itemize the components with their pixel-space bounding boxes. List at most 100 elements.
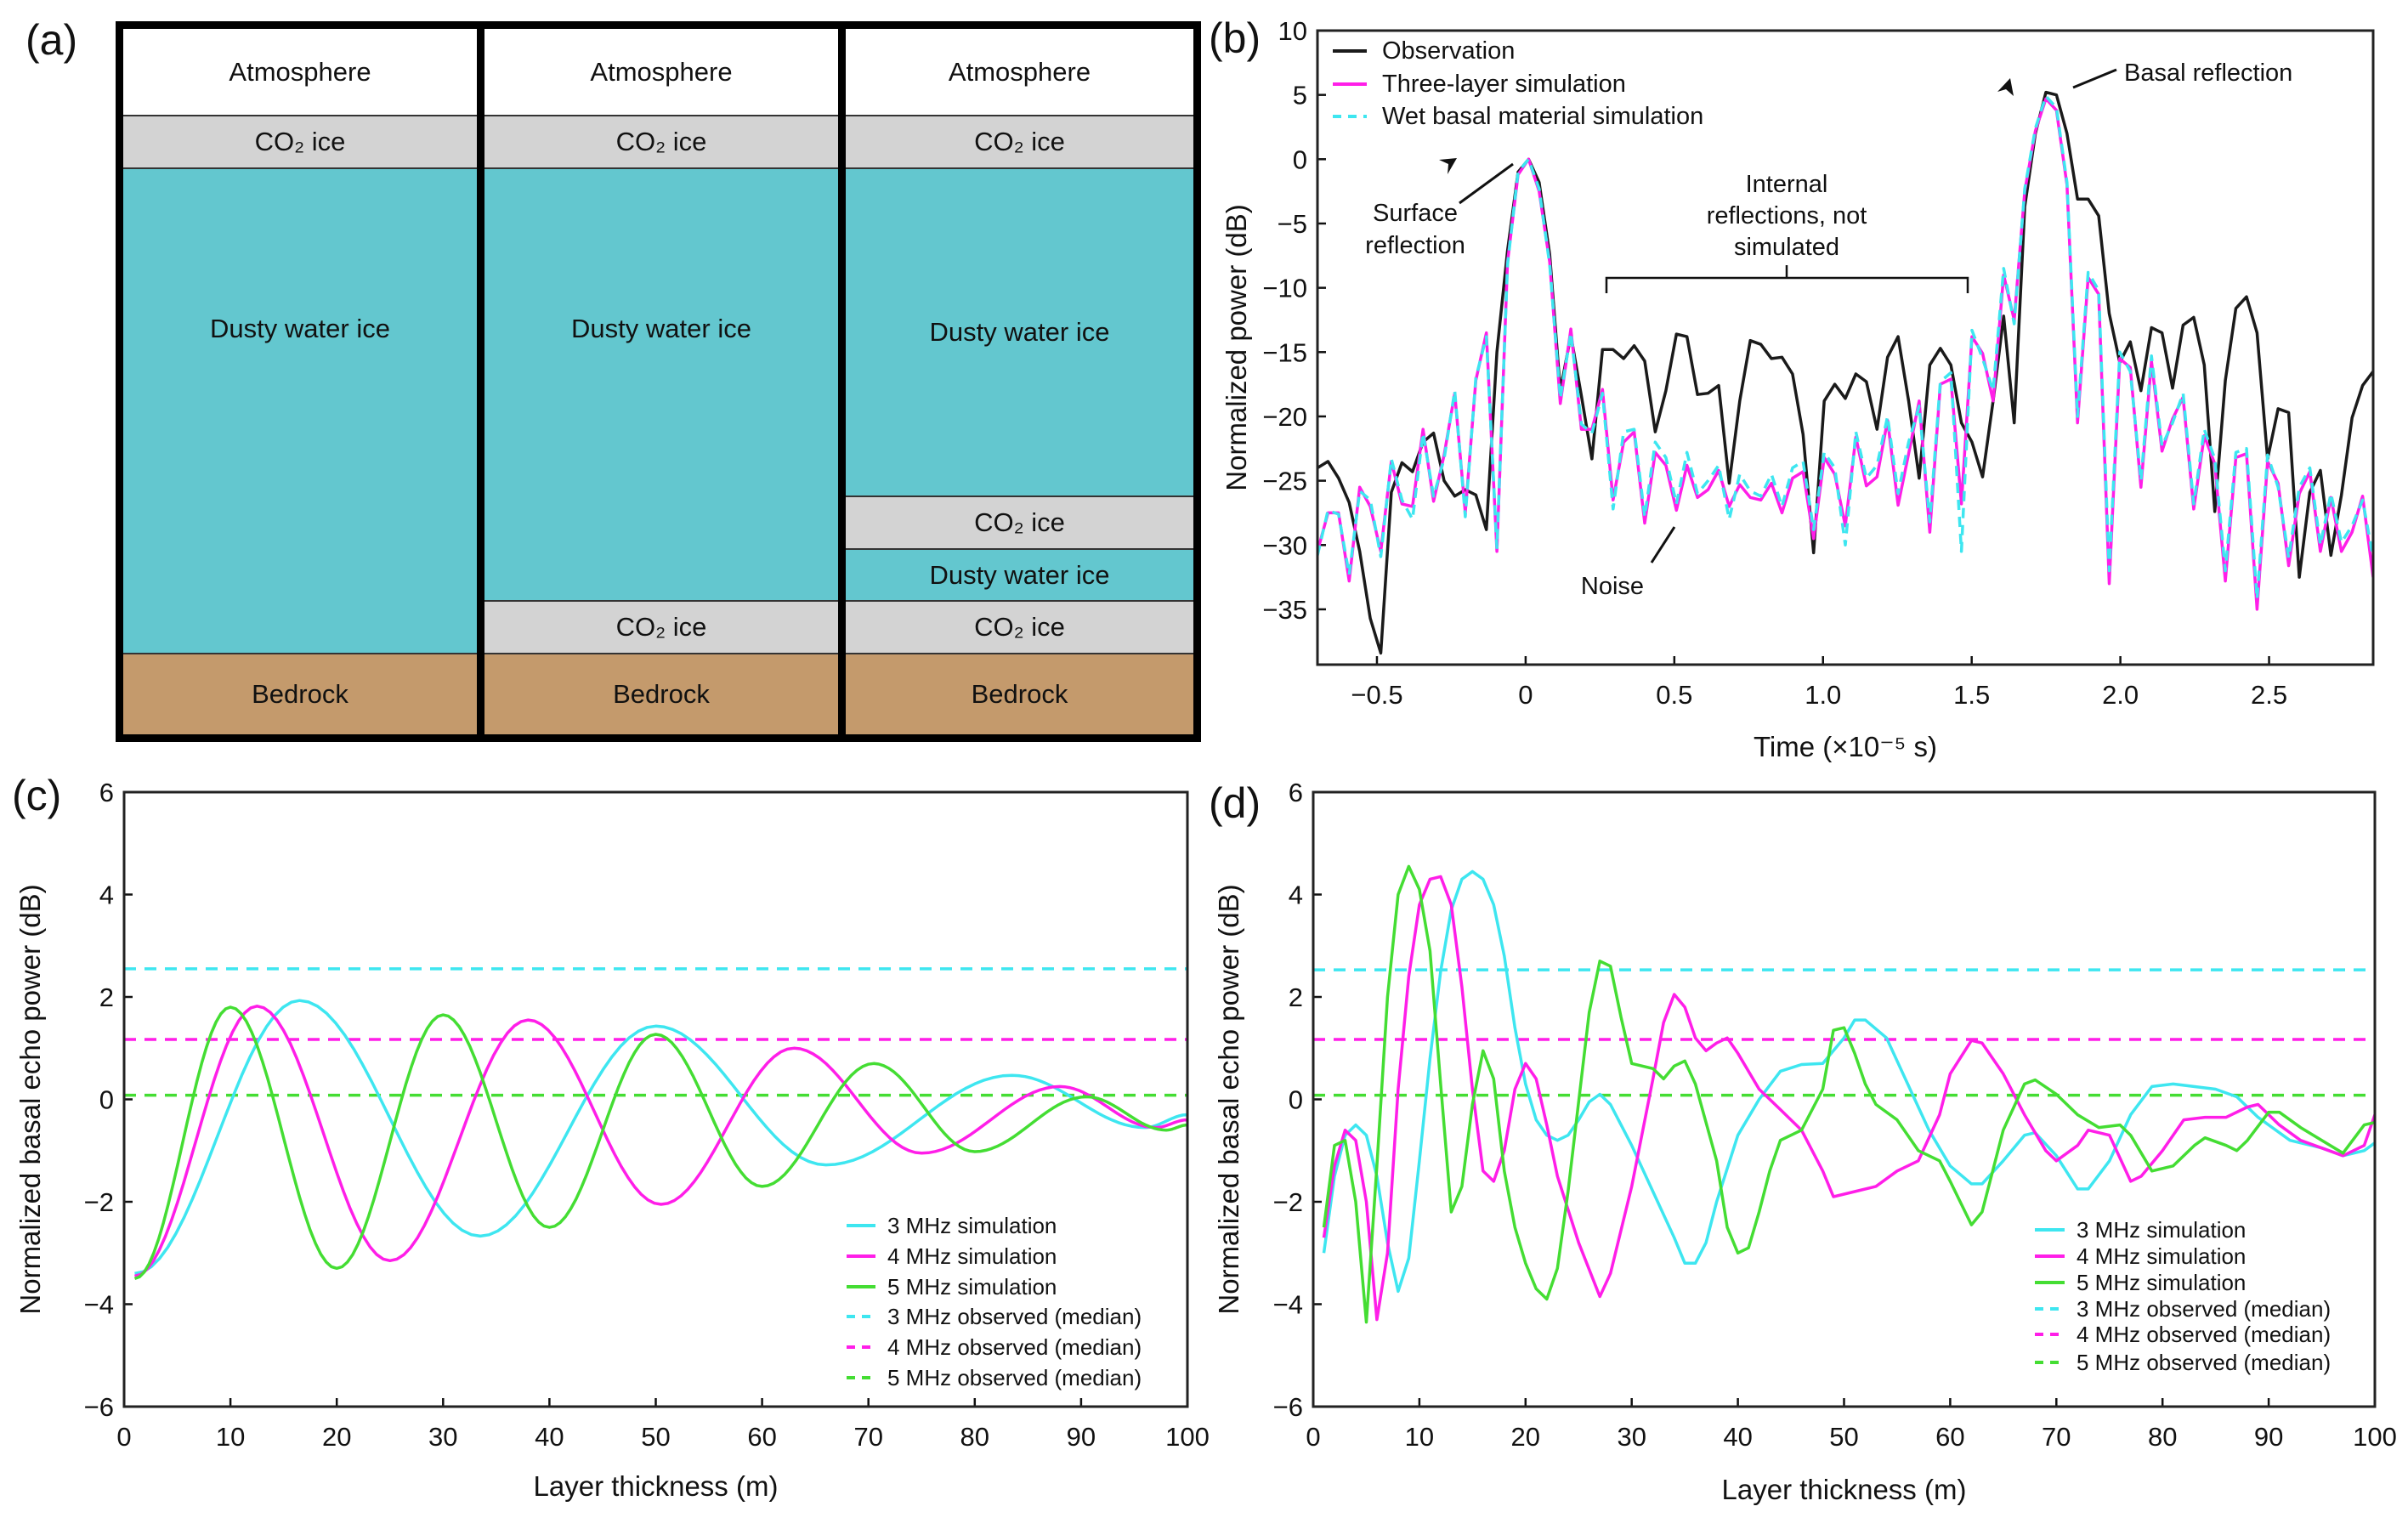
legend-label: 3 MHz simulation: [887, 1213, 1057, 1238]
layer-dusty-water-ice: Dusty water ice: [123, 169, 477, 654]
legend-label: 3 MHz simulation: [2077, 1217, 2246, 1243]
series-line-wet-basal-material-simulation: [1317, 94, 2373, 601]
model-column-1: Atmosphere CO₂ ice Dusty water ice Bedro…: [123, 29, 477, 734]
annotation-text: Noise: [1581, 573, 1644, 600]
x-tick-label: 80: [960, 1422, 989, 1452]
x-tick-label: 30: [428, 1422, 457, 1452]
y-tick-label: −6: [1273, 1392, 1303, 1422]
annotation-text: reflection: [1365, 232, 1465, 259]
annotation-text: reflections, not: [1707, 202, 1867, 229]
plot-area: [1317, 90, 2373, 655]
y-tick-label: 0: [99, 1085, 114, 1115]
y-tick-label: −10: [1262, 274, 1307, 303]
x-tick-label: 30: [1617, 1422, 1646, 1452]
y-tick-label: −4: [84, 1290, 114, 1320]
series-line-3-mhz-simulation: [134, 999, 1187, 1276]
y-tick-label: −35: [1262, 595, 1307, 625]
model-column-2: Atmosphere CO₂ ice Dusty water ice CO₂ i…: [484, 29, 838, 734]
plot-frame: [1316, 29, 2375, 666]
x-tick-label: 60: [747, 1422, 776, 1452]
layer-co2-ice: CO₂ ice: [846, 116, 1193, 169]
layer-co2-ice: CO₂ ice: [846, 497, 1193, 550]
y-tick-label: 4: [1289, 881, 1303, 910]
layer-co2-ice: CO₂ ice: [123, 116, 477, 169]
legend-label: 5 MHz simulation: [887, 1274, 1057, 1300]
annotation-text: simulated: [1734, 234, 1839, 261]
layer-bedrock: Bedrock: [484, 654, 838, 734]
x-tick-label: 70: [2042, 1422, 2071, 1452]
x-tick-label: 100: [1165, 1422, 1210, 1452]
annotation-text: Basal reflection: [2124, 59, 2292, 87]
legend-label: Observation: [1382, 37, 1515, 65]
layer-dusty-water-ice: Dusty water ice: [846, 550, 1193, 602]
x-tick-label: 80: [2148, 1422, 2177, 1452]
x-tick-label: 0.5: [1656, 680, 1692, 710]
layer-co2-ice: CO₂ ice: [846, 602, 1193, 654]
x-tick-label: 10: [216, 1422, 245, 1452]
legend-label: Wet basal material simulation: [1382, 103, 1703, 130]
x-tick-label: 20: [322, 1422, 351, 1452]
y-tick-label: 6: [99, 778, 114, 807]
annotation-text: Surface: [1373, 200, 1458, 227]
x-tick-label: 1.5: [1953, 680, 1990, 710]
x-axis-label: Layer thickness (m): [534, 1470, 779, 1502]
x-tick-label: −0.5: [1351, 680, 1402, 710]
layer-dusty-water-ice: Dusty water ice: [846, 169, 1193, 497]
layer-atmosphere: Atmosphere: [484, 29, 838, 116]
layer-co2-ice: CO₂ ice: [484, 602, 838, 654]
x-tick-label: 2.0: [2102, 680, 2139, 710]
x-tick-label: 90: [2254, 1422, 2283, 1452]
y-tick-label: 2: [1289, 983, 1303, 1012]
y-tick-label: 2: [99, 983, 114, 1012]
legend-label: 4 MHz observed (median): [887, 1334, 1142, 1360]
plot-frame: [122, 790, 1189, 1408]
arrowhead-icon: [1997, 78, 2014, 96]
legend-label: 5 MHz simulation: [2077, 1270, 2246, 1295]
legend-label: 3 MHz observed (median): [2077, 1296, 2331, 1322]
x-tick-label: 90: [1067, 1422, 1096, 1452]
panel-label-d: (d): [1209, 779, 1261, 827]
y-tick-label: 0: [1289, 1085, 1303, 1115]
legend: 3 MHz simulation 4 MHz simulation 5 MHz si…: [847, 1213, 1142, 1390]
x-tick-label: 70: [853, 1422, 882, 1452]
y-tick-label: −2: [1273, 1187, 1303, 1217]
x-tick-label: 0: [1306, 1422, 1320, 1452]
model-column-3: Atmosphere CO₂ ice Dusty water ice CO₂ i…: [846, 29, 1193, 734]
layer-atmosphere: Atmosphere: [123, 29, 477, 116]
x-tick-label: 1.0: [1805, 680, 1841, 710]
series-line-5-mhz-simulation: [1322, 864, 2375, 1324]
x-tick-label: 0: [116, 1422, 131, 1452]
layer-bedrock: Bedrock: [846, 654, 1193, 734]
y-tick-label: −25: [1262, 467, 1307, 496]
annotation-text: Internal: [1746, 171, 1828, 198]
y-tick-label: 6: [1289, 778, 1303, 807]
chart-b-radar-echo: −0.5 0 0.5 1.0 1.5 2.0 2.5 10 5 0 −5 −10 −15 −20 −25 −3…: [1221, 16, 2375, 762]
annotation-internal-reflections: Internal reflections, not simulated: [1605, 171, 1969, 293]
y-tick-label: −2: [84, 1187, 114, 1217]
series-line-4-mhz-simulation: [1322, 875, 2375, 1322]
x-tick-label: 0: [1518, 680, 1533, 710]
series-line-5-mhz-simulation: [133, 1005, 1187, 1281]
panel-label-c: (c): [12, 772, 61, 819]
panel-label-b: (b): [1209, 14, 1261, 62]
layer-co2-ice: CO₂ ice: [484, 116, 838, 169]
x-tick-label: 40: [1723, 1422, 1752, 1452]
layer-dusty-water-ice: Dusty water ice: [484, 169, 838, 602]
plot-area: [1313, 864, 2375, 1324]
arrowhead-icon: [1439, 158, 1457, 174]
y-axis-label: Normalized basal echo power (dB): [1213, 884, 1244, 1314]
y-tick-label: −20: [1262, 402, 1307, 432]
y-tick-label: −5: [1278, 209, 1307, 239]
y-axis-label: Normalized power (dB): [1221, 204, 1252, 490]
layer-bedrock: Bedrock: [123, 654, 477, 734]
series-line-3-mhz-simulation: [1322, 869, 2375, 1294]
y-tick-label: −30: [1262, 530, 1307, 560]
annotation-leader-line: [1650, 526, 1676, 563]
y-tick-label: −4: [1273, 1290, 1303, 1320]
y-tick-label: −15: [1262, 337, 1307, 367]
annotation-noise: Noise: [1581, 526, 1676, 600]
x-tick-label: 50: [641, 1422, 670, 1452]
panel-label-a: (a): [25, 16, 78, 64]
